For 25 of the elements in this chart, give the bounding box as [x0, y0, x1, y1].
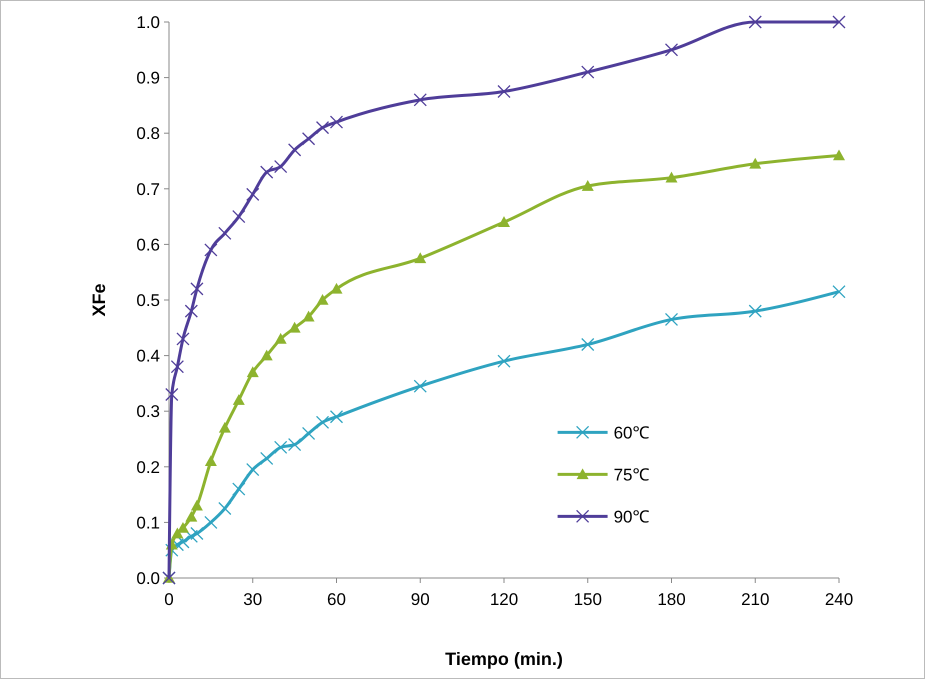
- legend-label: 60℃: [614, 423, 650, 442]
- x-tick-label: 60: [327, 590, 346, 609]
- x-tick-label: 90: [410, 590, 430, 609]
- y-tick-label: 0.2: [136, 458, 160, 477]
- x-tick-label: 0: [164, 590, 174, 609]
- y-tick-label: 0.1: [136, 513, 160, 532]
- x-axis-title: Tiempo (min.): [445, 649, 563, 669]
- y-tick-label: 0.6: [136, 235, 160, 254]
- y-tick-label: 0.9: [136, 68, 160, 88]
- x-tick-label: 150: [574, 590, 602, 609]
- x-tick-label: 120: [490, 590, 518, 609]
- legend-label: 75℃: [614, 465, 650, 484]
- y-tick-label: 0.3: [136, 402, 160, 422]
- y-tick-label: 0.8: [136, 124, 160, 144]
- x-tick-label: 240: [824, 590, 854, 609]
- y-tick-label: 0.5: [136, 290, 160, 310]
- y-axis-title: XFe: [89, 283, 109, 317]
- y-tick-label: 0.0: [136, 568, 160, 588]
- y-tick-label: 0.7: [136, 180, 160, 199]
- x-tick-label: 180: [657, 590, 686, 609]
- legend-label: 90℃: [614, 507, 650, 526]
- x-tick-label: 30: [243, 590, 262, 609]
- x-tick-label: 210: [741, 590, 770, 609]
- y-tick-label: 1.0: [136, 12, 160, 32]
- y-tick-label: 0.4: [136, 346, 160, 366]
